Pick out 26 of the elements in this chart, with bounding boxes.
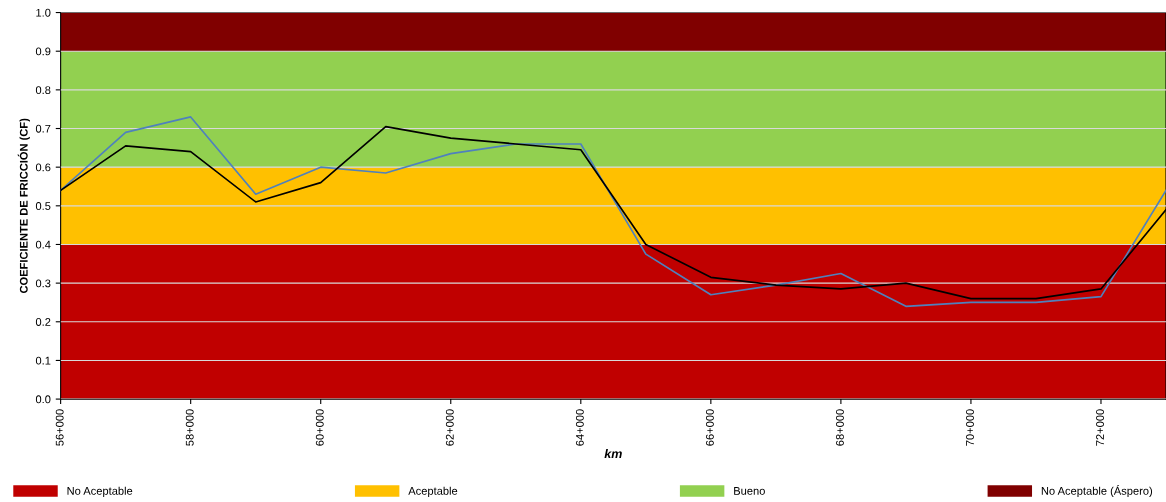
x-tick-label: 70+000 (966, 409, 974, 446)
y-tick-label: 0.4 (35, 240, 51, 249)
legend-label: No Aceptable (67, 486, 133, 498)
x-tick-label: 56+000 (55, 409, 64, 446)
x-tick-label: 66+000 (705, 409, 714, 446)
legend-label: No Aceptable (Áspero) (1041, 485, 1153, 498)
y-tick-label: 0.6 (35, 163, 51, 172)
y-tick-label: 0.0 (35, 395, 51, 404)
y-tick-label: 0.2 (35, 318, 51, 326)
y-tick-label: 0.3 (35, 279, 51, 288)
y-tick-label: 1.0 (36, 8, 51, 17)
x-axis-title: km (604, 448, 622, 459)
x-tick-label: 68+000 (836, 409, 844, 446)
legend-label: Aceptable (408, 486, 458, 498)
x-tick-label: 58+000 (185, 409, 194, 446)
x-tick-label: 60+000 (315, 409, 324, 446)
y-tick-label: 0.7 (35, 124, 51, 133)
y-tick-label: 0.8 (35, 86, 51, 94)
y-tick-label: 0.9 (35, 47, 51, 56)
y-axis-title: COEFICIENTE DE FRICCIÓN (CF) (17, 118, 30, 294)
y-tick-label: 0.1 (35, 356, 51, 365)
x-tick-label: 72+000 (1096, 409, 1104, 446)
y-tick-label: 0.5 (35, 202, 51, 210)
x-tick-label: 64+000 (575, 409, 584, 446)
legend-label: Bueno (734, 487, 765, 495)
x-tick-label: 62+000 (445, 409, 454, 446)
